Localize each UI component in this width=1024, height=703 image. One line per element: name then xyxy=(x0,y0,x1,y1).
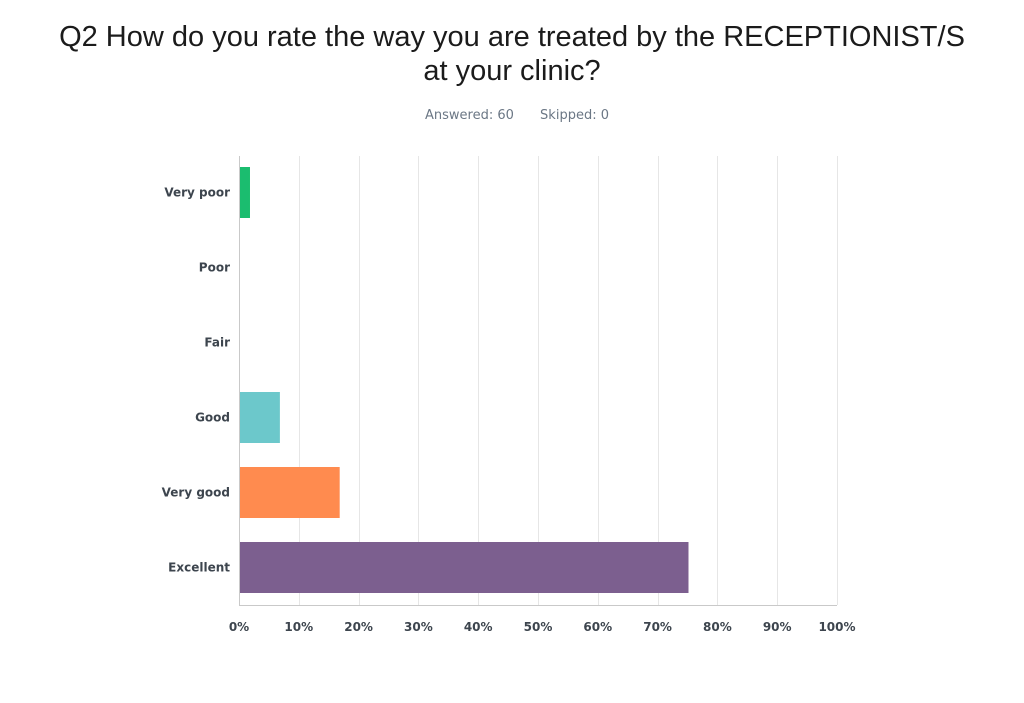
bars xyxy=(240,167,689,593)
x-tick-labels: 0% 10% 20% 30% 40% 50% 60% 70% 80% 90% 100% xyxy=(229,620,856,634)
chart-title-line-2: at your clinic? xyxy=(423,55,601,87)
response-stats: Answered: 60 Skipped: 0 xyxy=(0,108,1024,123)
x-tick-label: 80% xyxy=(703,620,732,634)
category-label: Very poor xyxy=(164,186,230,200)
x-tick-label: 30% xyxy=(404,620,433,634)
x-tick-label: 0% xyxy=(229,620,249,634)
skipped-count: Skipped: 0 xyxy=(540,108,609,123)
category-label: Excellent xyxy=(168,561,230,575)
x-tick-label: 100% xyxy=(818,620,855,634)
x-tick-label: 90% xyxy=(763,620,792,634)
bar-very-good xyxy=(240,467,340,518)
x-tick-label: 50% xyxy=(524,620,553,634)
chart-title-line-1: Q2 How do you rate the way you are treat… xyxy=(59,21,965,53)
category-labels: Very poor Poor Fair Good Very good Excellent xyxy=(162,186,231,575)
bar-very-poor xyxy=(240,167,250,218)
category-label: Fair xyxy=(204,336,230,350)
answered-count: Answered: 60 xyxy=(425,108,514,123)
x-tick-label: 20% xyxy=(344,620,373,634)
bar-good xyxy=(240,392,280,443)
x-tick-label: 40% xyxy=(464,620,493,634)
category-label: Poor xyxy=(199,261,230,275)
x-tick-label: 60% xyxy=(583,620,612,634)
x-tick-label: 10% xyxy=(284,620,313,634)
category-label: Good xyxy=(195,411,230,425)
category-label: Very good xyxy=(162,486,230,500)
chart-title: Q2 How do you rate the way you are treat… xyxy=(30,20,994,88)
x-tick-label: 70% xyxy=(643,620,672,634)
gridlines xyxy=(299,156,838,605)
bar-excellent xyxy=(240,542,689,593)
